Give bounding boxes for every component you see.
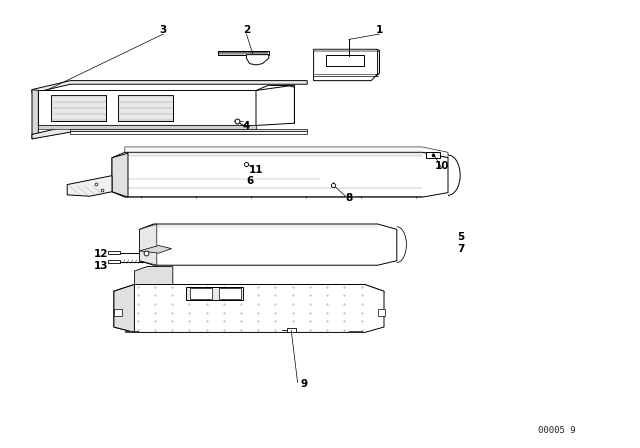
Polygon shape xyxy=(112,153,128,197)
Polygon shape xyxy=(219,288,241,299)
Text: 7: 7 xyxy=(457,244,465,254)
Text: 00005 9: 00005 9 xyxy=(538,426,575,435)
Polygon shape xyxy=(190,288,212,299)
Text: 11: 11 xyxy=(249,165,263,175)
Text: 2: 2 xyxy=(243,26,250,35)
Polygon shape xyxy=(186,287,243,300)
Polygon shape xyxy=(67,176,112,196)
Polygon shape xyxy=(314,49,379,51)
Polygon shape xyxy=(256,85,294,125)
Polygon shape xyxy=(246,55,269,65)
Polygon shape xyxy=(314,49,378,81)
Polygon shape xyxy=(38,125,256,129)
Polygon shape xyxy=(70,129,307,131)
Polygon shape xyxy=(114,284,384,332)
Polygon shape xyxy=(114,284,134,332)
Polygon shape xyxy=(140,246,172,253)
Text: 3: 3 xyxy=(159,26,167,35)
Polygon shape xyxy=(426,152,440,158)
Polygon shape xyxy=(140,224,157,265)
Polygon shape xyxy=(326,55,364,66)
Polygon shape xyxy=(32,81,307,93)
Text: 4: 4 xyxy=(243,121,250,131)
Polygon shape xyxy=(218,51,269,55)
Polygon shape xyxy=(287,328,296,332)
Text: 12: 12 xyxy=(94,250,108,259)
Polygon shape xyxy=(378,309,385,316)
Polygon shape xyxy=(125,331,138,332)
Text: 1: 1 xyxy=(376,26,383,35)
Polygon shape xyxy=(38,90,256,125)
Text: 6: 6 xyxy=(246,177,253,186)
Polygon shape xyxy=(32,125,256,139)
Polygon shape xyxy=(134,267,173,284)
Polygon shape xyxy=(125,147,448,158)
Polygon shape xyxy=(108,260,120,263)
Text: 13: 13 xyxy=(94,261,108,271)
Polygon shape xyxy=(114,309,122,316)
Text: 9: 9 xyxy=(300,379,308,389)
Text: 8: 8 xyxy=(345,193,353,203)
Text: 10: 10 xyxy=(435,161,449,171)
Polygon shape xyxy=(114,284,384,293)
Polygon shape xyxy=(51,95,106,121)
Polygon shape xyxy=(32,90,38,139)
Polygon shape xyxy=(108,251,120,254)
Polygon shape xyxy=(112,152,448,197)
Polygon shape xyxy=(70,131,307,134)
Polygon shape xyxy=(118,95,173,121)
Polygon shape xyxy=(349,331,362,332)
Text: 5: 5 xyxy=(457,233,465,242)
Polygon shape xyxy=(140,224,397,265)
